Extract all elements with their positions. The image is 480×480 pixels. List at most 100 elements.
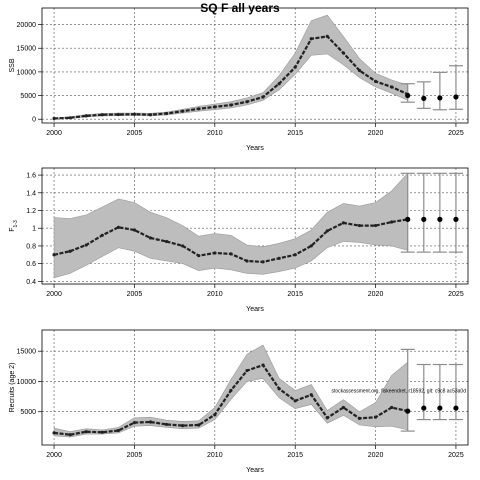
recruits-estimate-point <box>52 431 56 435</box>
recruits-estimate-point <box>341 405 346 410</box>
recruits-x-tick-label: 2000 <box>46 452 62 459</box>
recruits-forecast-point <box>421 405 427 411</box>
ssb-x-tick-label: 2015 <box>287 130 303 137</box>
recruits-estimate-point <box>293 399 297 403</box>
ssb-estimate-point <box>52 116 56 121</box>
fbar-x-tick-label: 2005 <box>127 291 143 298</box>
fbar-y-tick-label: 0.6 <box>26 261 36 268</box>
recruits-estimate-point <box>164 422 169 427</box>
ssb-estimate-point <box>116 112 120 117</box>
ssb-y-tick-label: 15000 <box>17 46 37 53</box>
recruits-estimate-point <box>116 428 120 433</box>
fbar-estimate-point <box>84 243 88 247</box>
fbar-frame <box>41 167 469 285</box>
ssb-estimate-point <box>164 111 169 116</box>
fbar-y-tick-label: 0.4 <box>26 279 36 286</box>
fbar-estimate-point <box>293 253 297 257</box>
fbar-forecast-point <box>421 216 427 222</box>
ssb-estimate-point <box>261 95 265 99</box>
ssb-estimate-point <box>341 51 346 55</box>
fbar-x-tick-label: 2015 <box>287 291 303 298</box>
recruits-y-tick-label: 5000 <box>20 409 36 416</box>
recruits-estimate-point <box>309 393 313 397</box>
fbar-estimate-point <box>325 229 329 233</box>
recruits-estimate-point <box>148 420 153 424</box>
fbar-estimate-point <box>277 256 281 260</box>
recruits-estimate-point <box>181 424 185 428</box>
ssb-estimate-point <box>148 113 153 117</box>
recruits-x-tick-label: 2010 <box>207 452 223 459</box>
fbar-estimate-point <box>341 221 346 225</box>
ssb-estimate-point <box>100 113 104 117</box>
ssb-estimate-point <box>277 82 281 86</box>
ssb-forecast-point <box>405 92 411 99</box>
ssb-estimate-point <box>213 105 217 109</box>
fbar-estimate-point <box>390 220 394 224</box>
recruits-y-axis-label: Recruits (age 2) <box>9 363 16 413</box>
ssb-estimate-point <box>293 65 297 69</box>
recruits-x-tick-label: 2015 <box>287 452 303 459</box>
recruits-y-tick-label: 15000 <box>17 349 37 356</box>
ssb-estimate-point <box>390 85 394 89</box>
recruits-forecast-point <box>453 405 459 411</box>
fbar-estimate-point <box>261 260 265 264</box>
fbar-estimate-point <box>52 253 56 257</box>
fbar-estimate-point <box>245 259 249 263</box>
recruits-estimate-point <box>68 433 72 437</box>
fbar-estimate-point <box>213 251 217 255</box>
ssb-estimate-point <box>373 79 378 83</box>
fbar-estimate-point <box>68 249 72 253</box>
recruits-y-tick-label: 10000 <box>17 379 37 386</box>
fbar-estimate-point <box>357 223 362 228</box>
fbar-estimate-point <box>181 244 185 248</box>
ssb-panel: 2000 2005 2010 2015 2020 2025 0 5000 10000 15000 2… <box>9 7 469 152</box>
recruits-estimate-point <box>261 363 265 367</box>
ssb-y-tick-label: 0 <box>32 117 36 124</box>
fbar-x-tick-label: 2025 <box>448 291 464 298</box>
fbar-x-tick-label: 2010 <box>207 291 223 298</box>
ssb-estimate-point <box>132 112 137 116</box>
fbar-estimate-point <box>164 239 169 244</box>
recruits-x-axis-label: Years <box>246 467 264 474</box>
ssb-y-axis-label: SSB <box>9 58 16 72</box>
fbar-y-tick-label: 1.4 <box>26 190 36 197</box>
recruits-x-tick-label: 2020 <box>368 452 384 459</box>
ssb-x-tick-label: 2000 <box>46 130 62 137</box>
ssb-estimate-point <box>245 100 249 104</box>
fbar-x-tick-label: 2000 <box>46 291 62 298</box>
ssb-estimate-point <box>229 103 233 107</box>
recruits-estimate-point <box>213 413 217 417</box>
recruits-estimate-point <box>245 368 249 373</box>
fbar-estimate-point <box>148 236 153 240</box>
ssb-forecast-point <box>421 95 427 101</box>
ssb-x-tick-label: 2005 <box>127 130 143 137</box>
ssb-estimate-point <box>84 114 88 118</box>
fbar-estimate-point <box>373 223 378 228</box>
ssb-estimate-point <box>309 37 313 41</box>
recruits-estimate-point <box>84 430 88 434</box>
ssb-y-tick-label: 5000 <box>20 93 36 100</box>
recruits-estimate-point <box>229 388 233 393</box>
recruits-x-tick-label: 2005 <box>127 452 143 459</box>
recruits-frame <box>41 329 469 446</box>
fbar-estimate-point <box>132 228 137 232</box>
recruits-estimate-point <box>373 415 378 419</box>
ssb-y-tick-label: 10000 <box>17 69 37 76</box>
recruits-estimate-point <box>325 416 329 420</box>
recruits-estimate-point <box>277 387 281 391</box>
fbar-estimate-point <box>116 225 120 229</box>
fbar-y-tick-label: 1.6 <box>26 173 36 180</box>
ssb-x-axis-label: Years <box>246 145 264 152</box>
ssb-estimate-point <box>325 34 329 38</box>
fbar-forecast-point <box>405 216 411 222</box>
chart-panels: 2000 2005 2010 2015 2020 2025 0 5000 10000 15000 2… <box>9 7 469 474</box>
fbar-estimate-point <box>229 252 233 256</box>
fbar-y-axis-label-subscript: 1-3 <box>13 220 19 227</box>
recruits-estimate-point <box>390 405 394 410</box>
ssb-forecast-point <box>437 95 443 101</box>
fbar-estimate-point <box>197 254 201 258</box>
fbar-panel: 2000 2005 2010 2015 2020 2025 0.4 0.6 0.8 1 1.2 1.4… <box>9 167 469 313</box>
recruits-forecast-point <box>405 408 411 414</box>
recruits-x-tick-label: 2025 <box>448 452 464 459</box>
fbar-estimate-point <box>309 244 313 248</box>
